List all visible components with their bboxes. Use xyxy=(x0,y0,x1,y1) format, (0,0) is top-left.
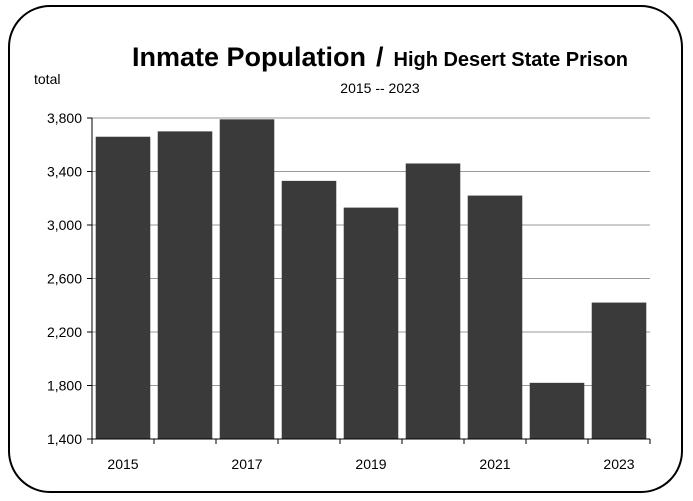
bar xyxy=(467,195,523,439)
y-axis-label: total xyxy=(34,71,60,87)
x-tick-label: 2023 xyxy=(603,456,634,472)
y-tick-label: 1,800 xyxy=(47,378,82,394)
bar xyxy=(343,207,399,439)
chart-title: Inmate Population / High Desert State Pr… xyxy=(132,42,628,72)
axes: 1,400 1,800 2,200 2,600 3,000 3,400 3,800 2015 2… xyxy=(47,110,651,472)
y-tick-label: 3,000 xyxy=(47,217,82,233)
y-tick-label: 2,200 xyxy=(47,324,82,340)
bar xyxy=(157,131,213,439)
chart-subtitle: 2015 -- 2023 xyxy=(340,80,420,96)
x-tick-label: 2019 xyxy=(355,456,386,472)
bar xyxy=(405,163,461,439)
bar xyxy=(529,382,585,439)
y-tick-label: 2,600 xyxy=(47,271,82,287)
y-tick-label: 3,400 xyxy=(47,164,82,180)
y-tick-label: 3,800 xyxy=(47,110,82,126)
bar xyxy=(95,136,151,439)
x-tick-label: 2017 xyxy=(231,456,262,472)
chart-title-separator: / xyxy=(376,42,384,72)
bar xyxy=(281,180,337,440)
bar xyxy=(219,119,275,440)
chart-title-main: Inmate Population xyxy=(132,42,366,72)
x-tick-label: 2015 xyxy=(107,456,138,472)
bars xyxy=(95,119,647,440)
x-tick-label: 2021 xyxy=(479,456,510,472)
chart-title-suffix: High Desert State Prison xyxy=(394,49,629,71)
bar xyxy=(591,302,647,439)
y-tick-label: 1,400 xyxy=(47,431,82,447)
